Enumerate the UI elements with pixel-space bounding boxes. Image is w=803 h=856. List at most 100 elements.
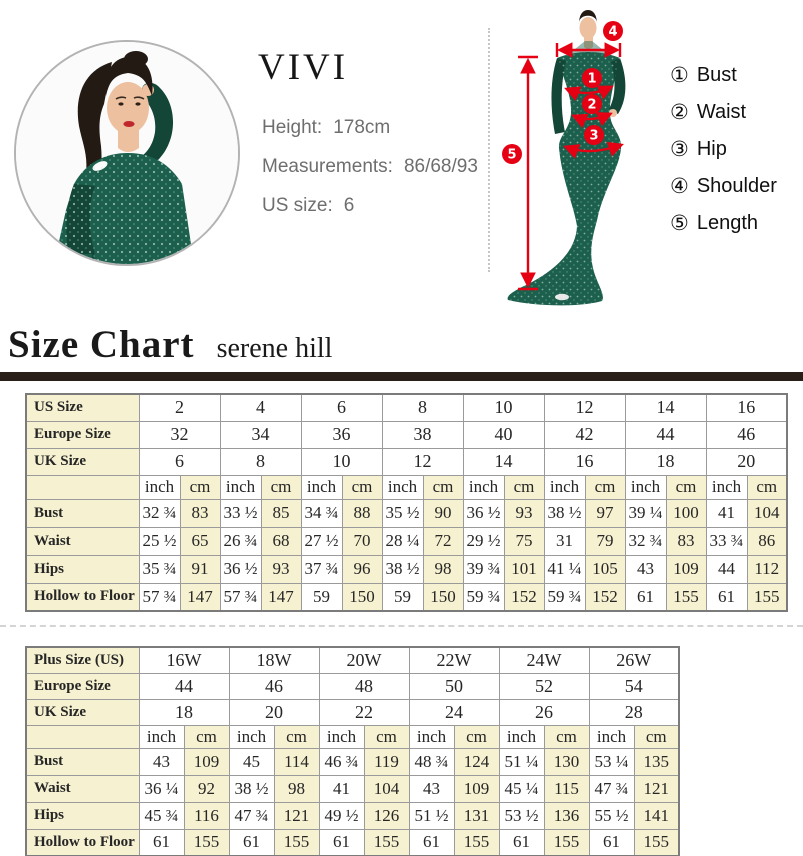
cm-value-cell: 105 bbox=[584, 554, 626, 584]
figure-head bbox=[579, 17, 597, 39]
measurement-diagram: 1 2 3 4 5 bbox=[502, 10, 626, 306]
size-table: Plus Size (US) 16W 18W 20W 22W 24W 26W Europe S… bbox=[25, 646, 680, 856]
row-label-cell: Hips bbox=[25, 801, 140, 830]
inch-value-cell: 38 ½ bbox=[228, 774, 275, 803]
inch-value-cell: 55 ½ bbox=[588, 801, 635, 830]
size-value-cell: 12 bbox=[543, 393, 626, 422]
cm-value-cell: 75 bbox=[503, 526, 545, 556]
legend-label-shoulder: Shoulder bbox=[696, 175, 777, 197]
cm-value-cell: 112 bbox=[746, 554, 788, 584]
cm-value-cell: 65 bbox=[179, 526, 221, 556]
cm-value-cell: 100 bbox=[665, 498, 707, 528]
inch-value-cell: 26 ¾ bbox=[219, 526, 262, 556]
measurement-row: Hollow to Floor 61 155 61 155 61 155 61 155 61 155… bbox=[25, 828, 680, 856]
unit-cm-cell: cm bbox=[183, 724, 230, 749]
model-height-label: Height: bbox=[262, 117, 323, 138]
measure-legend: ① Bust ② Waist ③ Hip ④ Shoulder ⑤ Length bbox=[670, 64, 777, 235]
cm-value-cell: 136 bbox=[543, 801, 590, 830]
inch-value-cell: 61 bbox=[318, 828, 365, 856]
inch-value-cell: 61 bbox=[588, 828, 635, 856]
cm-value-cell: 141 bbox=[633, 801, 680, 830]
row-label-cell: Plus Size (US) bbox=[25, 646, 140, 674]
measurement-row: Bust 32 ¾ 83 33 ½ 85 34 ¾ 88 35 ½ 90 36 ½ 93 38 ½ 97… bbox=[25, 498, 788, 528]
inch-value-cell: 47 ¾ bbox=[588, 774, 635, 803]
size-value-cell: 8 bbox=[381, 393, 464, 422]
unit-inch-cell: inch bbox=[228, 724, 275, 749]
size-value-cell: 18W bbox=[228, 646, 320, 674]
size-value-cell: 20W bbox=[318, 646, 410, 674]
inch-value-cell: 53 ½ bbox=[498, 801, 545, 830]
size-value-cell: 14 bbox=[624, 393, 707, 422]
cm-value-cell: 150 bbox=[422, 582, 464, 612]
measurement-row: Hollow to Floor 57 ¾ 147 57 ¾ 147 59 150 59 150 5… bbox=[25, 582, 788, 612]
inch-value-cell: 32 ¾ bbox=[624, 526, 667, 556]
unit-cm-cell: cm bbox=[543, 724, 590, 749]
inch-value-cell: 57 ¾ bbox=[138, 582, 181, 612]
inch-value-cell: 57 ¾ bbox=[219, 582, 262, 612]
cm-value-cell: 155 bbox=[665, 582, 707, 612]
model-measurements: Measurements: 86/68/93 bbox=[262, 156, 478, 178]
unit-inch-cell: inch bbox=[498, 724, 545, 749]
cm-value-cell: 155 bbox=[183, 828, 230, 856]
inch-value-cell: 45 ¾ bbox=[138, 801, 185, 830]
inch-value-cell: 37 ¾ bbox=[300, 554, 343, 584]
legend-item-waist: ② Waist bbox=[670, 101, 777, 124]
cm-value-cell: 155 bbox=[633, 828, 680, 856]
row-label-cell: UK Size bbox=[25, 698, 140, 726]
model-height: Height: 178cm bbox=[262, 117, 478, 139]
inch-value-cell: 41 bbox=[318, 774, 365, 803]
cm-value-cell: 98 bbox=[273, 774, 320, 803]
size-value-cell: 8 bbox=[219, 447, 302, 476]
legend-item-length: ⑤ Length bbox=[670, 212, 777, 235]
svg-text:5: 5 bbox=[507, 148, 516, 163]
size-value-cell: 44 bbox=[138, 672, 230, 700]
length-badge: 5 bbox=[502, 144, 522, 164]
cm-value-cell: 150 bbox=[341, 582, 383, 612]
row-label-cell: Hollow to Floor bbox=[25, 828, 140, 856]
size-system-row: Plus Size (US) 16W 18W 20W 22W 24W 26W bbox=[25, 646, 680, 674]
size-system-row: Europe Size 44 46 48 50 52 54 bbox=[25, 672, 680, 700]
cm-value-cell: 68 bbox=[260, 526, 302, 556]
cm-value-cell: 104 bbox=[363, 774, 410, 803]
size-chart-title: Size Chart bbox=[8, 323, 195, 366]
cm-value-cell: 126 bbox=[363, 801, 410, 830]
unit-inch-cell: inch bbox=[543, 474, 586, 500]
unit-inch-cell: inch bbox=[300, 474, 343, 500]
cm-value-cell: 92 bbox=[183, 774, 230, 803]
unit-inch-cell: inch bbox=[408, 724, 455, 749]
row-label-cell: Bust bbox=[25, 498, 140, 528]
inch-value-cell: 43 bbox=[138, 747, 185, 776]
model-measurements-label: Measurements: bbox=[262, 156, 393, 177]
cm-value-cell: 104 bbox=[746, 498, 788, 528]
unit-inch-cell: inch bbox=[219, 474, 262, 500]
unit-inch-cell: inch bbox=[705, 474, 748, 500]
inch-value-cell: 59 bbox=[300, 582, 343, 612]
svg-text:3: 3 bbox=[589, 129, 598, 144]
size-value-cell: 2 bbox=[138, 393, 221, 422]
cm-value-cell: 131 bbox=[453, 801, 500, 830]
circled-4-icon: ④ bbox=[670, 175, 689, 198]
bust-badge: 1 bbox=[582, 68, 602, 88]
unit-cm-cell: cm bbox=[633, 724, 680, 749]
waist-badge: 2 bbox=[582, 94, 602, 114]
model-us-size-label: US size: bbox=[262, 195, 333, 216]
cm-value-cell: 121 bbox=[273, 801, 320, 830]
svg-text:4: 4 bbox=[608, 25, 617, 40]
inch-value-cell: 36 ¼ bbox=[138, 774, 185, 803]
cm-value-cell: 155 bbox=[363, 828, 410, 856]
cm-value-cell: 93 bbox=[260, 554, 302, 584]
unit-cm-cell: cm bbox=[584, 474, 626, 500]
size-value-cell: 24W bbox=[498, 646, 590, 674]
unit-cm-cell: cm bbox=[422, 474, 464, 500]
cm-value-cell: 130 bbox=[543, 747, 590, 776]
inch-value-cell: 45 ¼ bbox=[498, 774, 545, 803]
unit-inch-cell: inch bbox=[318, 724, 365, 749]
cm-value-cell: 83 bbox=[665, 526, 707, 556]
model-height-value: 178cm bbox=[333, 117, 391, 138]
shoulder-badge: 4 bbox=[603, 21, 623, 41]
size-value-cell: 46 bbox=[228, 672, 320, 700]
unit-inch-cell: inch bbox=[462, 474, 505, 500]
inch-value-cell: 36 ½ bbox=[462, 498, 505, 528]
inch-value-cell: 31 bbox=[543, 526, 586, 556]
